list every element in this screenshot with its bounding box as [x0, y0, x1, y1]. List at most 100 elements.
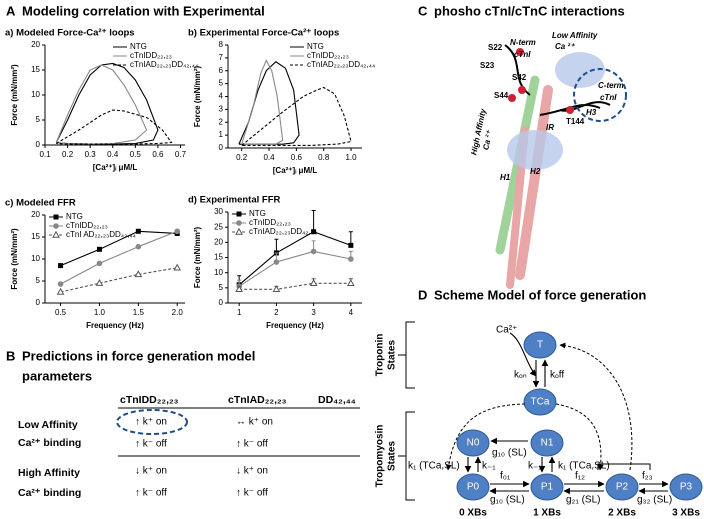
domain: [507, 130, 563, 170]
series-line: [238, 61, 300, 145]
y-tick-label: 20: [31, 40, 40, 49]
y-tick-label: 5: [36, 276, 41, 285]
label: Ca ²⁺: [555, 42, 575, 51]
marker: [135, 243, 142, 250]
y-tick-label: 3: [219, 104, 224, 113]
y-tick-label: 7: [219, 53, 224, 62]
y-tick-label: 30: [214, 207, 223, 216]
legend-marker: [52, 230, 60, 238]
legend-marker: [235, 227, 243, 235]
panel-title: Modeling correlation with Experimental: [22, 3, 265, 18]
x-tick-label: 0.3: [85, 150, 97, 159]
y-tick-label: 1: [219, 130, 224, 139]
column-header: cTnIDD₂₂,₂₃: [120, 394, 179, 406]
rate-label: k₁ (TCa,SL): [558, 461, 610, 472]
label: S22: [488, 43, 503, 52]
legend-label: NTG: [130, 42, 147, 51]
x-tick-label: 2: [274, 308, 279, 317]
state-node: [605, 473, 639, 501]
rate-label: g₁₀ (SL): [490, 495, 525, 506]
panel-title: phosho cTnI/cTnC interactions: [434, 3, 625, 18]
y-tick-label: 25: [214, 222, 223, 231]
group-label: Troponin: [375, 334, 386, 377]
node-label: P2: [616, 482, 629, 493]
y-tick-label: 6: [219, 66, 224, 75]
chart-title: d) Experimental FFR: [188, 195, 281, 206]
x-tick-label: 0.6: [291, 153, 303, 162]
x-tick-label: 4: [349, 308, 354, 317]
node-label: P1: [541, 482, 554, 493]
domain: [555, 52, 605, 88]
series-line: [55, 62, 159, 145]
marker: [95, 278, 104, 286]
marker: [310, 248, 317, 255]
marker: [134, 270, 143, 278]
node-label: TCa: [531, 397, 550, 408]
state-node: [530, 429, 564, 457]
y-tick-label: 2: [219, 117, 224, 126]
label: Low Affinity: [552, 31, 598, 40]
series-line: [241, 86, 352, 146]
row-label: Ca²⁺ binding: [18, 487, 81, 499]
marker: [173, 263, 182, 271]
node-label: P0: [467, 482, 480, 493]
legend-label: cTnIDD₂₂,₂₃: [307, 51, 349, 60]
panel-title: Predictions in force generation model: [22, 348, 255, 363]
chart: b) Experimental Force-Ca²⁺ loops 0 1 2 3 4 5 6 7…: [188, 28, 375, 176]
series-line: [238, 250, 351, 287]
marker: [135, 228, 141, 234]
node-label: T: [537, 340, 543, 351]
label: S44: [494, 91, 509, 100]
rate-label: f₂₃: [642, 471, 653, 482]
legend-label: cTnI AD₂₂,₂₃DD₄₂,₄₄: [66, 230, 136, 239]
site: [516, 48, 524, 56]
x-axis-label: Frequency (Hz): [86, 321, 144, 330]
rate-label: g₃₂ (SL): [637, 495, 672, 506]
series-line: [239, 282, 351, 290]
label: S42: [512, 73, 527, 82]
panel-letter: A: [6, 3, 16, 18]
label: cTnI: [600, 93, 617, 102]
series-line: [241, 59, 284, 145]
label: H1: [500, 173, 511, 182]
rate-label: kₒₙ: [514, 370, 527, 381]
chart-title: c) Modeled FFR: [5, 198, 76, 209]
cell: ↑ k⁻ off: [236, 439, 268, 450]
label: IR: [546, 123, 554, 132]
label: Ca ²⁺: [481, 129, 494, 151]
x-tick-label: 0.5: [55, 308, 67, 317]
site: [566, 106, 574, 114]
x-tick-label: 0.5: [130, 150, 142, 159]
node-label: N1: [541, 438, 554, 449]
y-tick-label: 5: [219, 283, 224, 292]
legend-label: NTG: [66, 212, 83, 221]
y-axis-label: Force (mN/mm²): [193, 65, 202, 127]
y-tick-label: 0: [219, 298, 224, 307]
bracket: [398, 321, 415, 389]
cell: ↑ k⁻ off: [135, 439, 167, 450]
x-tick-label: 0.2: [62, 150, 74, 159]
x-tick-label: 0.4: [263, 153, 275, 162]
rate-label: Ca²⁺: [496, 325, 517, 336]
state-label: 1 XBs: [533, 508, 561, 519]
x-tick-label: 0.2: [236, 153, 248, 162]
x-axis-label: Frequency (Hz): [266, 321, 324, 330]
rate-label: g₂₁ (SL): [566, 495, 601, 506]
y-tick-label: 10: [31, 254, 40, 263]
arrow: [555, 403, 604, 471]
marker: [309, 279, 318, 286]
y-tick-label: 15: [31, 232, 40, 241]
marker: [174, 228, 181, 235]
y-tick-label: 20: [214, 237, 223, 246]
label: S23: [480, 61, 495, 70]
label: H2: [530, 167, 541, 176]
chart: d) Experimental FFR 0 5 10 15 20 25 30 1 2 3 4 Frequ…: [188, 195, 362, 330]
x-tick-label: 0.1: [39, 150, 51, 159]
y-tick-label: 0: [219, 143, 224, 152]
y-tick-label: 20: [31, 210, 40, 219]
row-label: Ca²⁺ binding: [18, 437, 81, 449]
y-tick-label: 5: [219, 79, 224, 88]
label: C-term: [598, 81, 624, 90]
chart-title: a) Modeled Force-Ca²⁺ loops: [5, 28, 135, 39]
state-node: [456, 473, 490, 501]
